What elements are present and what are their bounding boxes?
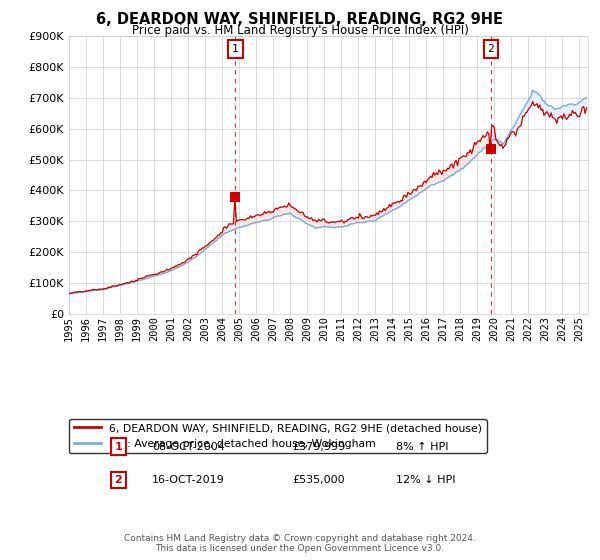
Text: 08-OCT-2004: 08-OCT-2004 <box>152 442 225 452</box>
Text: 16-OCT-2019: 16-OCT-2019 <box>152 475 225 485</box>
Text: 12% ↓ HPI: 12% ↓ HPI <box>396 475 455 485</box>
Text: £379,999: £379,999 <box>292 442 346 452</box>
Text: Price paid vs. HM Land Registry's House Price Index (HPI): Price paid vs. HM Land Registry's House … <box>131 24 469 37</box>
Text: 2: 2 <box>487 44 494 54</box>
Text: 6, DEARDON WAY, SHINFIELD, READING, RG2 9HE: 6, DEARDON WAY, SHINFIELD, READING, RG2 … <box>97 12 503 27</box>
Text: 2: 2 <box>115 475 122 485</box>
Text: Contains HM Land Registry data © Crown copyright and database right 2024.
This d: Contains HM Land Registry data © Crown c… <box>124 534 476 553</box>
Text: 8% ↑ HPI: 8% ↑ HPI <box>396 442 448 452</box>
Text: £535,000: £535,000 <box>292 475 345 485</box>
Text: 1: 1 <box>115 442 122 452</box>
Text: 1: 1 <box>232 44 239 54</box>
Legend: 6, DEARDON WAY, SHINFIELD, READING, RG2 9HE (detached house), HPI: Average price: 6, DEARDON WAY, SHINFIELD, READING, RG2 … <box>69 419 487 453</box>
